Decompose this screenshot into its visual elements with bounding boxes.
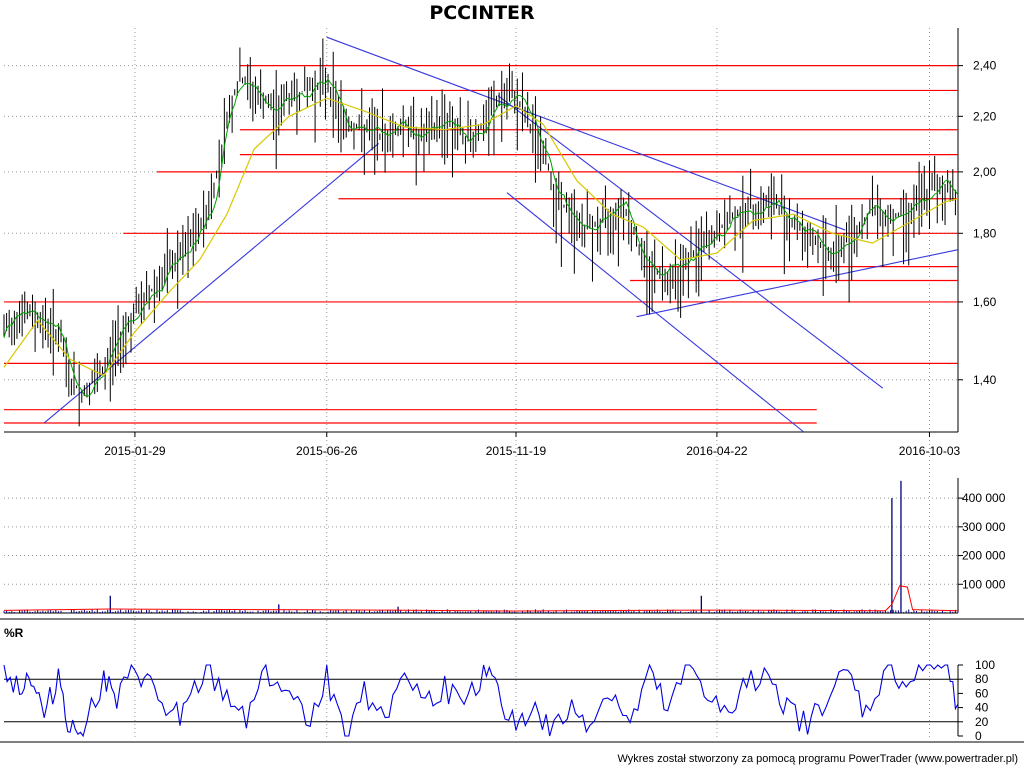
x-tick-label: 2016-04-22: [686, 444, 748, 458]
x-tick-label: 2016-10-03: [899, 444, 961, 458]
volume-ma-line: [3, 585, 959, 612]
x-tick-label: 2015-11-19: [486, 444, 547, 458]
wr-y-tick-label: 40: [975, 701, 989, 715]
y-tick-label: 1,80: [973, 226, 997, 240]
trendline: [497, 95, 884, 389]
price-ma-short-line: [3, 78, 959, 397]
volume-panel: 400 000 300 000 200 000 100 000: [0, 478, 1024, 620]
wr-y-tick-label: 80: [975, 672, 989, 686]
wr-y-tick-label: 0: [975, 729, 982, 743]
volume-y-tick-label: 400 000: [962, 491, 1006, 505]
volume-y-tick-label: 200 000: [962, 549, 1006, 563]
price-ma-long-line: [3, 97, 959, 377]
x-tick-label: 2015-01-29: [104, 444, 166, 458]
chart-title: PCCINTER: [429, 2, 535, 24]
trendline: [636, 249, 959, 318]
williams-r-title: %R: [4, 626, 24, 640]
y-tick-label: 1,60: [973, 295, 997, 309]
y-tick-label: 2,40: [973, 59, 997, 73]
wr-y-tick-label: 60: [975, 686, 989, 700]
price-panel: 2015-01-29 2015-06-26 2015-11-19 2016-04-22…: [3, 28, 997, 740]
trendline: [326, 36, 846, 231]
williams-r-line: [3, 663, 959, 738]
footer-credit: Wykres został stworzony za pomocą progra…: [617, 753, 1018, 765]
volume-y-tick-label: 100 000: [962, 577, 1006, 591]
volume-y-tick-label: 300 000: [962, 520, 1006, 534]
y-tick-label: 1,40: [973, 373, 997, 387]
y-tick-label: 2,00: [973, 165, 997, 179]
wr-y-tick-label: 20: [975, 715, 989, 729]
x-tick-label: 2015-06-26: [296, 444, 358, 458]
y-tick-label: 2,20: [973, 109, 997, 123]
wr-y-tick-label: 100: [975, 658, 995, 672]
